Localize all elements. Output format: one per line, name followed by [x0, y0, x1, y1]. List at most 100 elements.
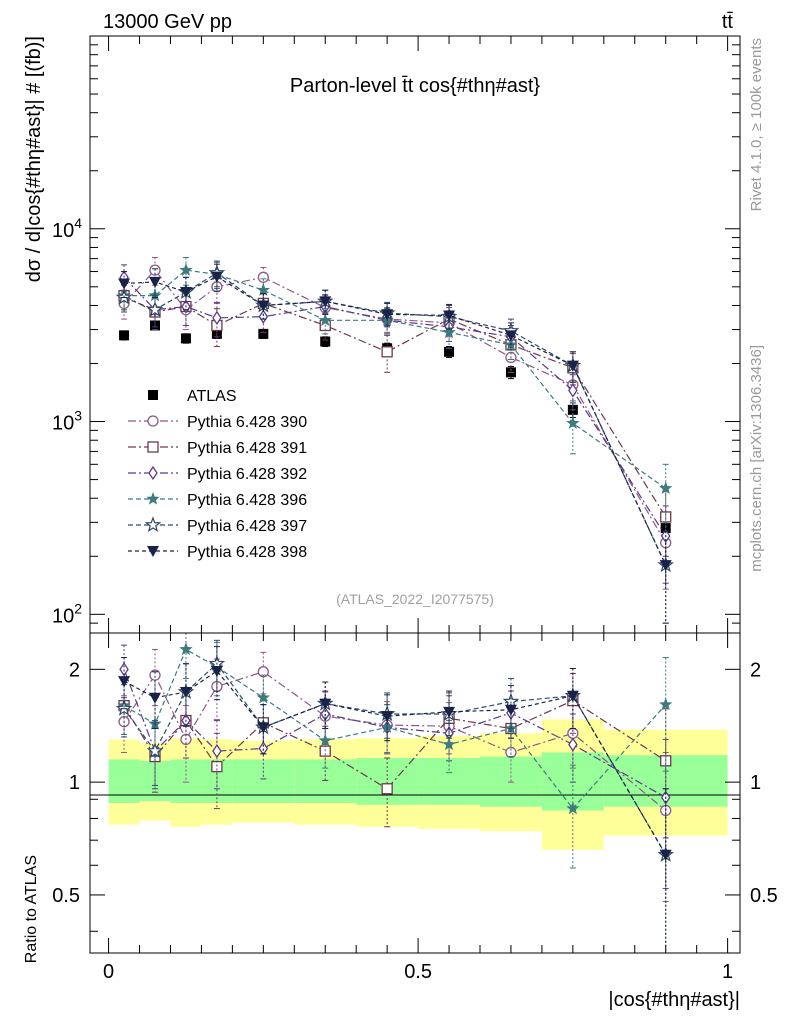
- ratio-point-p396: [566, 801, 580, 815]
- legend-label-p398: Pythia 6.428 398: [187, 544, 307, 561]
- main-point-p396: [179, 263, 193, 276]
- main-point-p398: [504, 330, 517, 342]
- main-point-atlas: [258, 328, 269, 339]
- ratio-y-tick-label-right: 1: [750, 772, 761, 794]
- ratio-point-p392: [212, 743, 222, 759]
- ratio-point-p396: [179, 642, 193, 656]
- x-tick-label: 0.5: [404, 961, 432, 983]
- ratio-point-p398: [210, 665, 223, 677]
- ratio-axis-ticks: 0.5 0.5 1 1 2 2 0 0.5 1: [52, 633, 778, 983]
- main-y-tick-label: 102: [52, 600, 82, 627]
- main-point-atlas: [444, 346, 455, 357]
- main-point-p392: [568, 383, 578, 398]
- main-point-p398: [566, 360, 579, 372]
- ratio-frame: [89, 632, 741, 954]
- main-series-layer: [115, 256, 674, 624]
- x-axis-label: |cos{#thη#ast}|: [608, 989, 740, 1011]
- ratio-series-p398: [118, 646, 672, 954]
- ratio-y-tick-label: 0.5: [52, 885, 80, 907]
- ratio-y-tick-label-right: 2: [750, 659, 761, 681]
- ratio-point-p397: [502, 692, 520, 709]
- main-line-p392: [123, 276, 667, 537]
- main-point-p396: [256, 283, 270, 296]
- main-point-p398: [179, 286, 192, 298]
- legend-marker-p398: [147, 546, 159, 557]
- process-label: tt̄: [722, 11, 734, 33]
- main-point-atlas: [119, 330, 130, 341]
- ratio-band-inner: [108, 759, 140, 803]
- ratio-point-p390: [505, 746, 517, 759]
- legend-label-atlas: ATLAS: [187, 388, 237, 405]
- x-tick-label: 0: [103, 961, 114, 983]
- main-point-p392: [258, 309, 269, 324]
- legend-item-p398: Pythia 6.428 398: [128, 544, 307, 561]
- x-tick-label: 1: [722, 961, 733, 983]
- ratio-point-p398: [566, 690, 579, 702]
- main-point-p396: [148, 288, 162, 302]
- legend-label-p397: Pythia 6.428 397: [187, 518, 307, 535]
- legend-item-p390: Pythia 6.428 390: [128, 414, 307, 431]
- ratio-point-p396: [659, 697, 673, 711]
- ratio-point-p398: [381, 711, 394, 723]
- legend-item-atlas: ATLAS: [148, 388, 237, 405]
- ratio-point-p398: [443, 706, 456, 718]
- main-point-p398: [210, 271, 223, 283]
- main-point-p390: [257, 271, 269, 283]
- legend-marker-p391: [147, 441, 159, 453]
- ratio-series-layer: [115, 632, 674, 954]
- main-panel: 102 103 104 Parton-level t̄t cos{#thη#ast}…: [23, 35, 741, 634]
- main-point-p398: [319, 296, 332, 308]
- ratio-point-p396: [442, 737, 456, 751]
- main-axis-ticks: 102 103 104: [52, 36, 740, 634]
- main-point-p398: [149, 276, 161, 288]
- legend-marker-p390: [147, 415, 159, 427]
- main-point-p398: [659, 560, 672, 572]
- main-point-p397: [146, 301, 164, 317]
- ratio-point-p396: [256, 690, 270, 704]
- ratio-y-tick-label-right: 0.5: [750, 885, 778, 907]
- ratio-point-p398: [149, 692, 161, 704]
- ratio-point-p392: [119, 662, 129, 677]
- main-point-atlas: [180, 333, 191, 344]
- main-point-p398: [118, 278, 131, 290]
- main-point-atlas: [320, 336, 331, 347]
- main-line-p391: [123, 295, 667, 518]
- ratio-panel: 0.5 0.5 1 1 2 2 0 0.5 1 Ratio to ATLAS |cos{#thη…: [23, 632, 778, 1011]
- legend: ATLAS Pythia 6.428 390 Pythia 6.428 391 Pyt…: [128, 388, 307, 561]
- ratio-y-axis-label: Ratio to ATLAS: [23, 855, 40, 963]
- ratio-point-p391: [381, 783, 393, 795]
- main-y-tick-label: 103: [52, 408, 82, 435]
- legend-item-p391: Pythia 6.428 391: [128, 440, 307, 457]
- legend-label-p396: Pythia 6.428 396: [187, 492, 307, 509]
- main-point-p391: [381, 346, 393, 358]
- legend-item-p396: Pythia 6.428 396: [128, 492, 307, 509]
- main-series-p398: [118, 263, 672, 624]
- legend-marker-atlas: [148, 390, 158, 400]
- ratio-point-p398: [319, 698, 332, 710]
- main-title: Parton-level t̄t cos{#thη#ast}: [290, 75, 540, 97]
- legend-label-p390: Pythia 6.428 390: [187, 414, 307, 431]
- rivet-label: Rivet 4.1.0, ≥ 100k events: [748, 38, 765, 211]
- ratio-point-p398: [179, 686, 192, 698]
- ratio-point-p398: [257, 722, 270, 734]
- ratio-point-p398: [118, 676, 131, 688]
- ratio-y-tick-label: 1: [69, 772, 80, 794]
- main-point-p392: [212, 310, 222, 326]
- legend-item-p392: Pythia 6.428 392: [128, 465, 307, 483]
- legend-item-p397: Pythia 6.428 397: [128, 516, 307, 535]
- main-line-p398: [124, 275, 667, 566]
- ratio-point-p398: [504, 704, 517, 716]
- main-point-p398: [381, 309, 394, 321]
- main-point-p398: [443, 310, 456, 322]
- ratio-y-tick-label: 2: [69, 659, 80, 681]
- main-point-p398: [257, 300, 270, 312]
- main-line-p390: [123, 269, 667, 544]
- main-y-axis-label: dσ / d|cos{#thη#ast}| # [(fb)]: [23, 36, 45, 282]
- energy-label: 13000 GeV pp: [103, 11, 232, 33]
- mcplots-label: mcplots.cern.ch [arXiv:1306.3436]: [748, 345, 765, 572]
- ratio-line-p390: [123, 671, 667, 811]
- ratio-line-p398: [123, 670, 667, 856]
- analysis-label: (ATLAS_2022_I2077575): [336, 591, 494, 607]
- legend-marker-p397: [144, 516, 162, 533]
